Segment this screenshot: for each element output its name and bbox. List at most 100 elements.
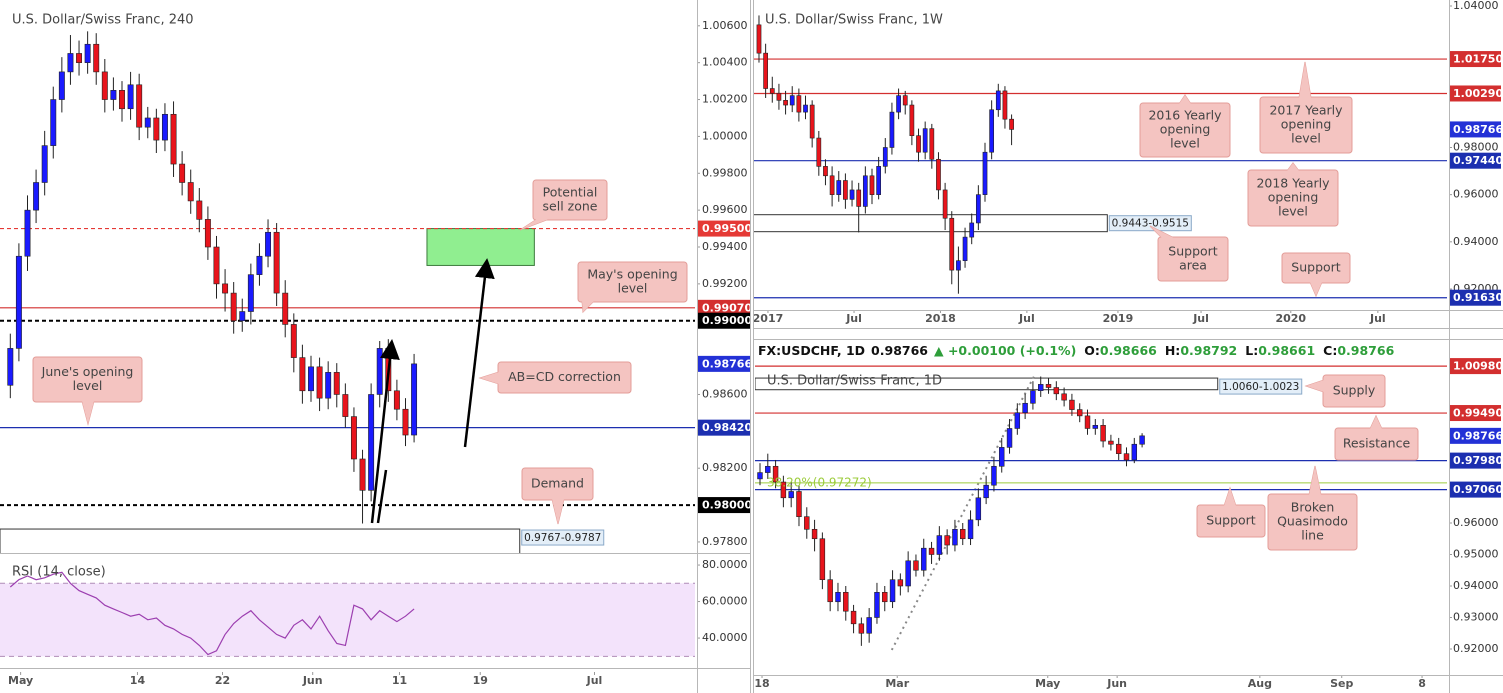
rsi-line: [9, 571, 415, 656]
candle-body: [222, 283, 229, 294]
y-tick-label: 0.92000: [1453, 642, 1499, 655]
chart-panel: 1.00600 1.00400 1.00200 1.00000 0.99800 0.996…: [0, 13, 752, 687]
candle-body: [359, 458, 366, 491]
candle-body: [1061, 393, 1067, 401]
abcd-arrows: [370, 258, 495, 524]
candle-body: [929, 128, 935, 160]
candle-body: [889, 111, 895, 148]
candle-body: [411, 363, 418, 436]
x-tick-label: May: [8, 674, 33, 687]
candle-body: [33, 182, 40, 211]
price-label-box: [698, 419, 750, 436]
candle-body: [756, 24, 762, 54]
candle-body: [949, 217, 955, 271]
candle-body: [127, 84, 134, 110]
candle-body: [999, 447, 1005, 467]
candle-body: [187, 182, 194, 202]
candle-body: [1100, 425, 1106, 442]
candle-body: [1002, 90, 1008, 120]
candle-body: [960, 528, 966, 540]
candle-body: [204, 219, 211, 248]
candle-body: [7, 348, 14, 386]
candle-body: [804, 516, 810, 530]
price-label: 0.98420: [702, 421, 752, 434]
trendline: [890, 373, 1037, 651]
price-label: 0.99500: [702, 222, 752, 235]
candle-body: [921, 547, 927, 571]
candle-body: [882, 591, 888, 603]
x-tick-label: 2020: [1275, 312, 1306, 325]
candle-body: [325, 372, 332, 399]
zone-label-box: [1219, 378, 1303, 395]
x-tick-label: 18: [754, 677, 769, 690]
callout: AB=CD correction: [478, 361, 632, 394]
callout-text: sell zone: [543, 199, 598, 214]
x-tick-label: 2017: [753, 312, 784, 325]
candle-body: [1092, 425, 1099, 429]
candle-body: [196, 200, 203, 220]
candle-body: [76, 53, 82, 63]
candle-body: [975, 497, 982, 521]
candle-body: [819, 538, 826, 580]
candle-body: [849, 189, 855, 200]
candle-body: [1108, 440, 1114, 445]
x-tick-label: 11: [392, 674, 407, 687]
candle-body: [256, 255, 263, 275]
callout-join: [1310, 282, 1322, 296]
price-label-box: [1449, 481, 1501, 498]
candle-body: [811, 528, 818, 540]
callout-text: opening: [1160, 122, 1211, 137]
zone: [753, 214, 1108, 233]
candle-body: [1014, 412, 1021, 429]
callout-text: Supply: [1333, 383, 1376, 398]
price-label-box: [698, 299, 750, 316]
candle-body: [843, 591, 849, 612]
candle-body: [913, 560, 919, 571]
y-tick-label: 1.00200: [702, 93, 748, 106]
callout-join: [1299, 62, 1311, 98]
candle-body: [936, 535, 943, 555]
candle-body: [136, 84, 143, 128]
x-tick-label: 22: [215, 674, 230, 687]
candle-body: [952, 528, 958, 546]
callout: Supply: [1304, 374, 1386, 408]
y-tick-label: 0.99600: [702, 203, 748, 216]
candle-body: [789, 95, 795, 106]
candle-body: [1123, 453, 1130, 461]
y-tick-label: 0.99800: [702, 166, 748, 179]
candle-body: [769, 88, 775, 94]
chart-title: U.S. Dollar/Swiss Franc, 240: [12, 13, 194, 28]
header: FX:USDCHF, 1D 0.98766 ▲ +0.00100 (+0.1%) O:…: [758, 343, 1395, 358]
price-label: 0.91630: [1453, 291, 1503, 304]
candle-body: [757, 472, 763, 480]
candle-body: [50, 99, 57, 146]
candle-body: [179, 163, 186, 183]
candle-body: [896, 95, 901, 113]
header-part: H:: [1165, 343, 1180, 358]
x-tick-label: Jul: [845, 312, 862, 325]
candle-body: [393, 390, 400, 410]
candle-body: [350, 416, 357, 460]
candle-body: [944, 535, 950, 546]
x-tick-label: 2018: [925, 312, 956, 325]
callout: Resistance: [1334, 414, 1419, 461]
candle-body: [876, 166, 881, 195]
candle-body: [101, 71, 108, 100]
callout-text: AB=CD correction: [508, 369, 621, 384]
x-tick-label: Jul: [1192, 312, 1209, 325]
y-tick-label: 40.0000: [702, 631, 748, 644]
callout-text: line: [1301, 528, 1324, 543]
callout-box: [577, 261, 688, 303]
candle-body: [975, 194, 981, 224]
candle-body: [983, 484, 989, 499]
candle-body: [1131, 443, 1138, 461]
candle-body: [843, 180, 848, 200]
price-label: 0.97060: [1453, 483, 1503, 496]
y-tick-label: 80.0000: [702, 558, 748, 571]
x-tick-label: Jul: [586, 674, 603, 687]
x-tick-label: Jul: [1018, 312, 1035, 325]
candle-body: [874, 591, 880, 618]
